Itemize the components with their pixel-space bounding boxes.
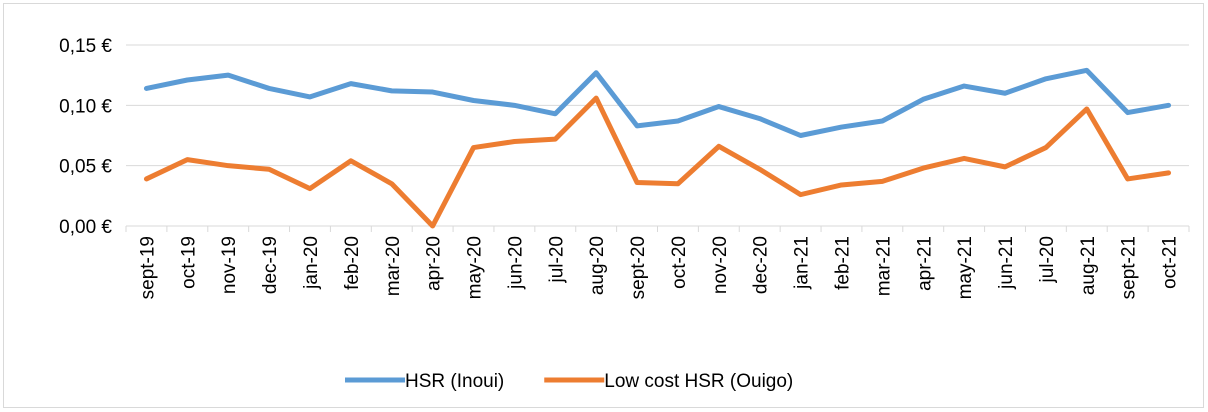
x-tick-label: jun-20 [505, 236, 526, 290]
x-tick-label: apr-21 [914, 236, 935, 291]
x-tick-label: sept-20 [628, 236, 649, 299]
x-tick-label: feb-21 [832, 236, 853, 290]
x-tick-label: jan-20 [301, 236, 322, 290]
x-tick-label: mar-20 [383, 236, 404, 296]
x-tick-label: may-21 [955, 236, 976, 299]
x-tick-label: sept-21 [1119, 236, 1140, 299]
x-tick-label: may-20 [465, 236, 486, 299]
legend-label: Low cost HSR (Ouigo) [604, 371, 793, 392]
y-tick-label: 0,15 € [59, 36, 112, 57]
x-tick-label: nov-20 [710, 236, 731, 294]
y-tick-label: 0,00 € [59, 217, 112, 238]
x-tick-label: oct-20 [669, 236, 690, 289]
legend-label: HSR (Inoui) [405, 371, 504, 392]
y-tick-label: 0,10 € [59, 96, 112, 117]
x-tick-label: apr-20 [424, 236, 445, 291]
x-tick-label: oct-21 [1160, 236, 1181, 289]
line-series [143, 67, 1172, 138]
x-tick-label: jul-20 [546, 236, 567, 283]
x-tick-label: dec-19 [260, 236, 281, 294]
y-tick-label: 0,05 € [59, 157, 112, 178]
x-tick-label: feb-20 [342, 236, 363, 290]
chart-border [3, 3, 1204, 408]
x-tick-label: oct-19 [178, 236, 199, 289]
x-tick-label: mar-21 [873, 236, 894, 296]
x-tick-label: dec-20 [751, 236, 772, 294]
line-series [143, 95, 1172, 229]
x-tick-label: jul-20 [1037, 236, 1058, 283]
x-tick-label: sept-19 [137, 236, 158, 299]
x-tick-label: aug-21 [1078, 236, 1099, 295]
x-tick-label: jan-21 [792, 236, 813, 290]
x-tick-label: nov-19 [219, 236, 240, 294]
x-tick-label: jun-21 [996, 236, 1017, 290]
x-tick-label: aug-20 [587, 236, 608, 295]
